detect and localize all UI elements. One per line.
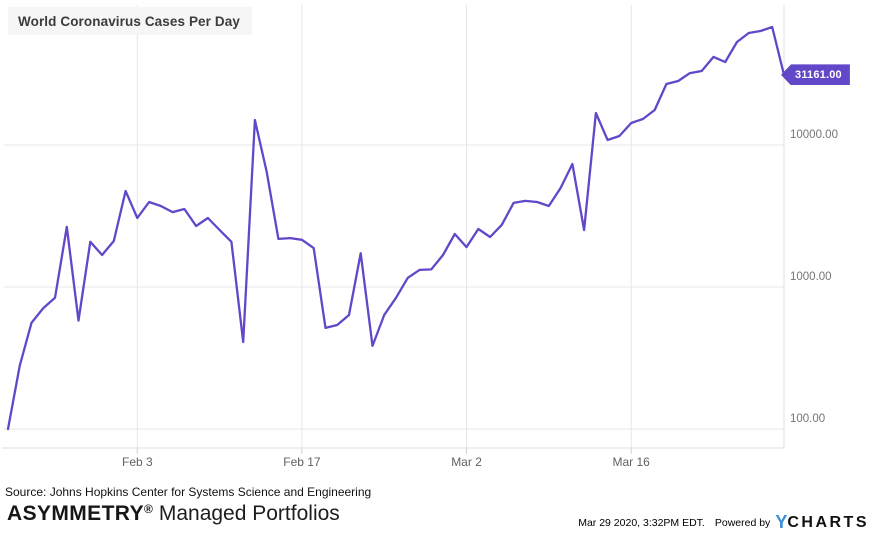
cases-line	[6, 25, 786, 431]
powered-by-label: Powered by	[714, 516, 771, 529]
timestamp: Mar 29 2020, 3:32PM EDT.	[578, 516, 705, 529]
brand-name: ASYMMETRY	[7, 502, 144, 525]
brand-logo: ASYMMETRY® Managed Portfolios	[7, 502, 340, 526]
y-axis-label-100: 100.00	[790, 413, 826, 425]
ycharts-wordmark: CHARTS	[787, 513, 869, 531]
last-value-badge: 31161.00	[781, 64, 850, 86]
x-axis-label-feb3: Feb 3	[121, 455, 153, 469]
chart-region: World Coronavirus Cases Per Day 100.00 1…	[2, 5, 850, 469]
chart-title-box: World Coronavirus Cases Per Day	[8, 7, 252, 35]
ycharts-logo: Y CHARTS	[775, 512, 869, 533]
y-axis-label-1000: 1000.00	[790, 271, 832, 283]
line-chart-svg	[2, 5, 786, 454]
brand-suffix: Managed Portfolios	[158, 502, 340, 525]
source-attribution: Source: Johns Hopkins Center for Systems…	[5, 485, 372, 499]
x-axis-label-feb17: Feb 17	[283, 455, 321, 469]
y-axis-label-10000: 10000.00	[790, 129, 838, 141]
registered-mark: ®	[144, 502, 153, 516]
x-axis-label-mar2: Mar 2	[451, 455, 482, 469]
last-value-label: 31161.00	[795, 68, 842, 81]
chart-meta: Mar 29 2020, 3:32PM EDT. Powered by Y CH…	[578, 512, 869, 533]
ycharts-y-icon: Y	[775, 512, 788, 532]
chart-title: World Coronavirus Cases Per Day	[18, 13, 240, 29]
x-axis-label-mar16: Mar 16	[612, 455, 650, 469]
